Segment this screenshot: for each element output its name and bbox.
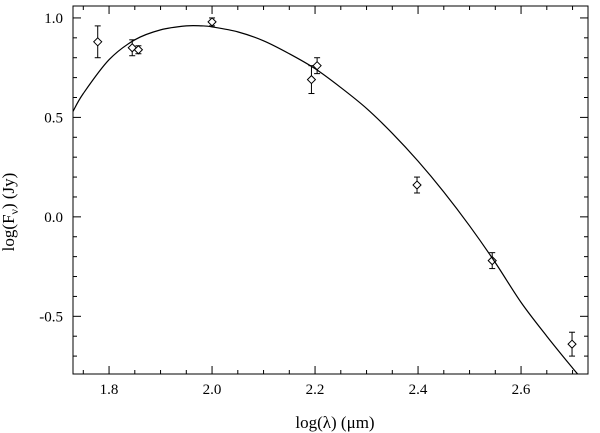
data-point-diamond [207,17,217,27]
y-tick-label: -0.5 [39,309,63,325]
y-axis-title-sub: ν [7,208,21,214]
x-axis-title: log(λ) (μm) [295,413,374,432]
x-tick-label: 2.2 [306,382,325,398]
data-point-diamond [93,37,103,47]
y-axis-title: log(Fν) (Jy) [0,173,21,252]
plot-frame [72,5,589,375]
data-point-diamond [567,339,577,349]
data-point-diamond [487,255,497,266]
y-axis-title-end: ) (Jy) [0,173,18,209]
data-point-diamond [306,74,317,85]
y-tick-label: 0.5 [44,110,63,126]
data-point-diamond [133,45,144,55]
svg-text:log(Fν) (Jy): log(Fν) (Jy) [0,173,21,252]
x-tick-label: 2.4 [409,382,428,398]
fit-curve [73,24,579,374]
y-tick-label: 0.0 [44,210,63,226]
x-tick-label: 1.8 [100,382,119,398]
x-tick-label: 2.0 [203,382,222,398]
plot-area: 1.8 2.0 2.2 2.4 2.6 -0.5 0.0 0.5 1.0 [39,5,589,398]
y-axis-title-main: log(F [0,214,18,251]
x-tick-label: 2.6 [512,382,531,398]
data-point-diamond [412,180,422,190]
y-tick-label: 1.0 [44,11,63,27]
